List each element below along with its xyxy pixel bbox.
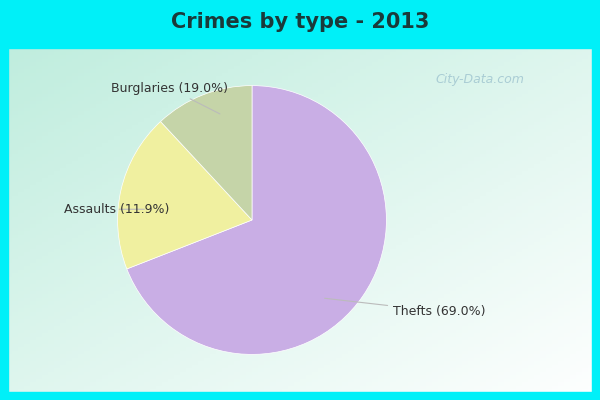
Text: Crimes by type - 2013: Crimes by type - 2013 [171,12,429,32]
Text: Assaults (11.9%): Assaults (11.9%) [64,203,169,216]
Wedge shape [161,86,252,220]
Bar [0,0,600,48]
Bar [592,0,600,400]
Bar [0,392,600,400]
Text: City-Data.com: City-Data.com [436,74,524,86]
Text: Burglaries (19.0%): Burglaries (19.0%) [111,82,228,114]
Bar [0,0,8,400]
Wedge shape [127,86,386,354]
Wedge shape [118,122,252,269]
Text: Thefts (69.0%): Thefts (69.0%) [325,298,485,318]
